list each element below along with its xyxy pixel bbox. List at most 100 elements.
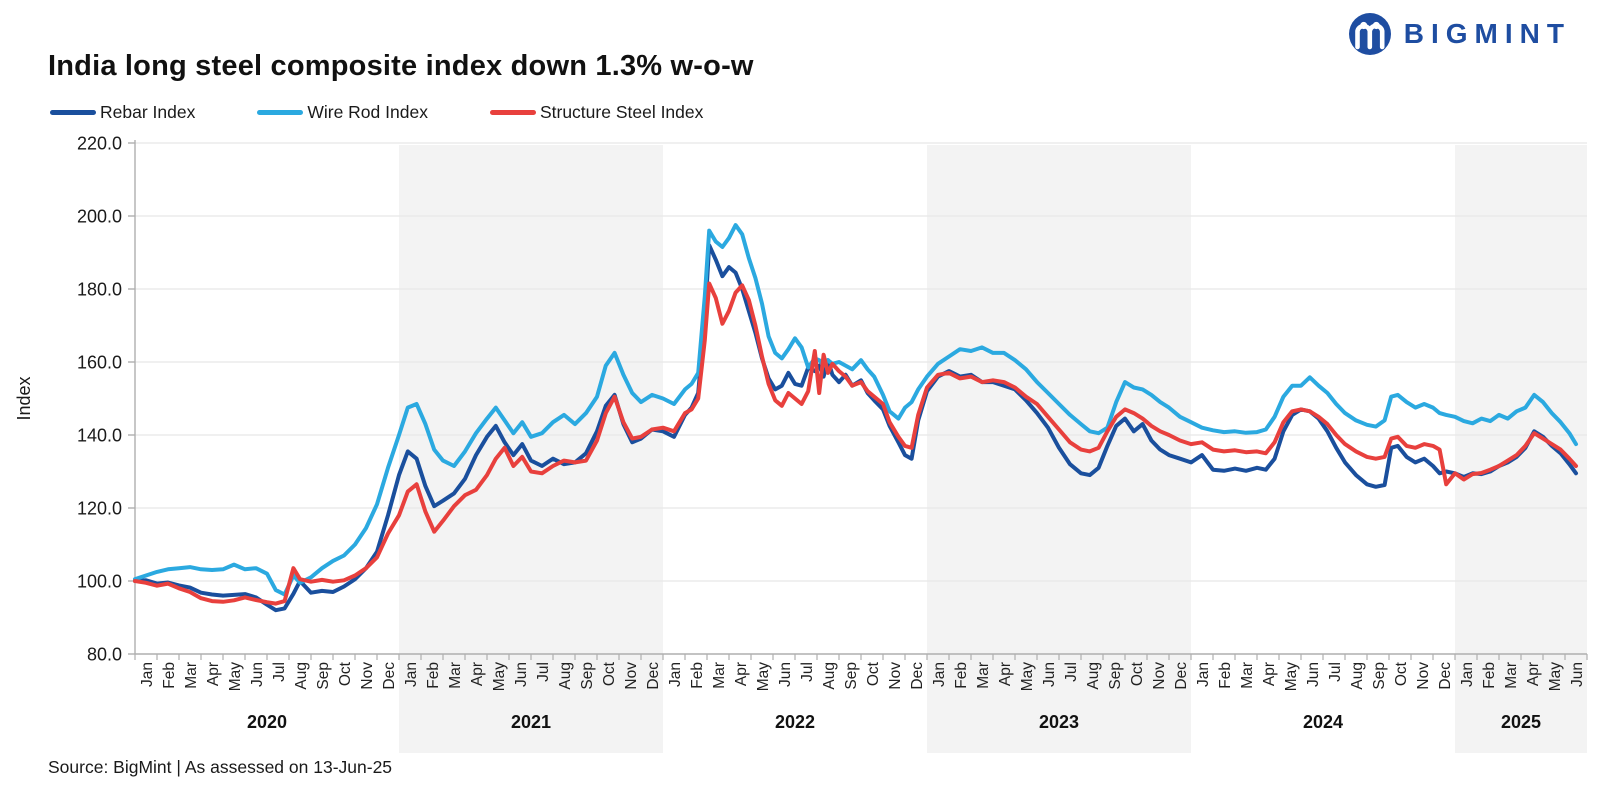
bigmint-logo-icon bbox=[1348, 13, 1391, 55]
legend-item-wire-rod: Wire Rod Index bbox=[257, 102, 428, 123]
svg-text:Oct: Oct bbox=[1129, 661, 1146, 686]
svg-text:Oct: Oct bbox=[601, 661, 618, 686]
svg-text:Aug: Aug bbox=[1085, 662, 1102, 690]
bigmint-logo: BIGMINT bbox=[1348, 12, 1571, 56]
svg-text:Jun: Jun bbox=[777, 662, 794, 687]
svg-text:May: May bbox=[1547, 662, 1564, 692]
svg-text:May: May bbox=[1019, 662, 1036, 692]
svg-text:Jan: Jan bbox=[1195, 662, 1212, 687]
svg-text:Apr: Apr bbox=[1525, 662, 1542, 686]
svg-text:Jan: Jan bbox=[403, 662, 420, 687]
svg-text:Mar: Mar bbox=[1503, 662, 1520, 689]
svg-text:Nov: Nov bbox=[623, 662, 640, 690]
svg-text:Nov: Nov bbox=[1415, 662, 1432, 690]
svg-text:Sep: Sep bbox=[315, 662, 332, 690]
svg-text:Mar: Mar bbox=[975, 662, 992, 689]
legend-label: Rebar Index bbox=[100, 102, 196, 122]
chart-legend: Rebar Index Wire Rod Index Structure Ste… bbox=[50, 102, 703, 123]
svg-text:Oct: Oct bbox=[1393, 661, 1410, 686]
svg-text:Index: Index bbox=[14, 376, 34, 420]
svg-text:Sep: Sep bbox=[1371, 662, 1388, 690]
svg-text:Mar: Mar bbox=[711, 662, 728, 689]
series-line-wire-rod-index bbox=[133, 223, 1578, 597]
svg-text:Dec: Dec bbox=[645, 662, 662, 690]
svg-text:May: May bbox=[755, 662, 772, 692]
svg-text:Apr: Apr bbox=[997, 662, 1014, 686]
svg-text:Nov: Nov bbox=[887, 662, 904, 690]
svg-text:Mar: Mar bbox=[1239, 662, 1256, 689]
svg-text:Dec: Dec bbox=[1437, 662, 1454, 690]
series-line-structure-steel-index bbox=[133, 281, 1578, 606]
svg-text:Jan: Jan bbox=[667, 662, 684, 687]
svg-text:May: May bbox=[491, 662, 508, 692]
legend-item-rebar: Rebar Index bbox=[50, 102, 195, 123]
svg-text:Aug: Aug bbox=[821, 662, 838, 690]
svg-text:Apr: Apr bbox=[1261, 662, 1278, 686]
svg-text:Oct: Oct bbox=[865, 661, 882, 686]
legend-item-structure-steel: Structure Steel Index bbox=[489, 102, 704, 123]
svg-text:Sep: Sep bbox=[843, 662, 860, 690]
svg-text:Sep: Sep bbox=[579, 662, 596, 690]
svg-text:160.0: 160.0 bbox=[77, 353, 122, 373]
svg-text:2022: 2022 bbox=[775, 712, 815, 732]
svg-text:Aug: Aug bbox=[557, 662, 574, 690]
svg-text:Feb: Feb bbox=[425, 662, 442, 689]
svg-text:Jan: Jan bbox=[1459, 662, 1476, 687]
svg-text:Sep: Sep bbox=[1107, 662, 1124, 690]
svg-text:180.0: 180.0 bbox=[77, 280, 122, 300]
svg-text:May: May bbox=[1283, 662, 1300, 692]
svg-text:Jan: Jan bbox=[931, 662, 948, 687]
svg-text:2023: 2023 bbox=[1039, 712, 1079, 732]
svg-text:Dec: Dec bbox=[909, 662, 926, 690]
svg-text:Apr: Apr bbox=[469, 662, 486, 686]
svg-text:Mar: Mar bbox=[447, 662, 464, 689]
rebar-line-swatch bbox=[50, 110, 96, 115]
wire-rod-line-swatch bbox=[257, 110, 304, 115]
svg-text:Jun: Jun bbox=[249, 662, 266, 687]
x-tick-labels: Jan Feb Mar Apr May Jun Jul Aug Sep Oct Nov Dec Jan F… bbox=[139, 661, 1586, 691]
year-labels: 2020 2021 2022 2023 2024 2025 bbox=[247, 712, 1541, 732]
svg-text:140.0: 140.0 bbox=[77, 426, 122, 446]
svg-text:Jul: Jul bbox=[535, 662, 552, 682]
svg-text:Nov: Nov bbox=[359, 662, 376, 690]
page-title: India long steel composite index down 1.… bbox=[48, 50, 754, 82]
svg-text:Jun: Jun bbox=[1305, 662, 1322, 687]
svg-text:Jul: Jul bbox=[1327, 662, 1344, 682]
series-lines bbox=[133, 223, 1578, 613]
svg-text:120.0: 120.0 bbox=[77, 499, 122, 519]
svg-text:Jun: Jun bbox=[1041, 662, 1058, 687]
svg-text:Nov: Nov bbox=[1151, 662, 1168, 690]
year-bands bbox=[399, 145, 1587, 753]
svg-text:Dec: Dec bbox=[1173, 662, 1190, 690]
legend-label: Structure Steel Index bbox=[539, 102, 704, 122]
svg-text:2025: 2025 bbox=[1501, 712, 1541, 732]
svg-text:Feb: Feb bbox=[161, 662, 178, 689]
y-tick-labels: 80.0 100.0 120.0 140.0 160.0 180.0 200.0 220.0 bbox=[77, 134, 122, 665]
series-line-rebar-index bbox=[133, 243, 1578, 613]
svg-text:Jun: Jun bbox=[513, 662, 530, 687]
svg-text:Apr: Apr bbox=[205, 662, 222, 686]
svg-text:80.0: 80.0 bbox=[87, 645, 122, 665]
svg-text:Feb: Feb bbox=[953, 662, 970, 689]
svg-text:Feb: Feb bbox=[689, 662, 706, 689]
svg-text:May: May bbox=[227, 662, 244, 692]
y-axis-title: Index bbox=[14, 376, 34, 420]
svg-text:Aug: Aug bbox=[293, 662, 310, 690]
svg-text:Jul: Jul bbox=[1063, 662, 1080, 682]
svg-text:Apr: Apr bbox=[733, 662, 750, 686]
svg-text:Feb: Feb bbox=[1217, 662, 1234, 689]
svg-text:Jun: Jun bbox=[1569, 662, 1586, 687]
svg-text:Oct: Oct bbox=[337, 661, 354, 686]
svg-text:2024: 2024 bbox=[1303, 712, 1343, 732]
svg-text:200.0: 200.0 bbox=[77, 207, 122, 227]
svg-text:220.0: 220.0 bbox=[77, 134, 122, 154]
legend-label: Wire Rod Index bbox=[307, 102, 428, 122]
svg-text:100.0: 100.0 bbox=[77, 572, 122, 592]
svg-text:Mar: Mar bbox=[183, 662, 200, 689]
svg-text:Dec: Dec bbox=[381, 662, 398, 690]
bigmint-logo-text: BIGMINT bbox=[1403, 18, 1571, 49]
svg-text:Jul: Jul bbox=[271, 662, 288, 682]
svg-text:Aug: Aug bbox=[1349, 662, 1366, 690]
